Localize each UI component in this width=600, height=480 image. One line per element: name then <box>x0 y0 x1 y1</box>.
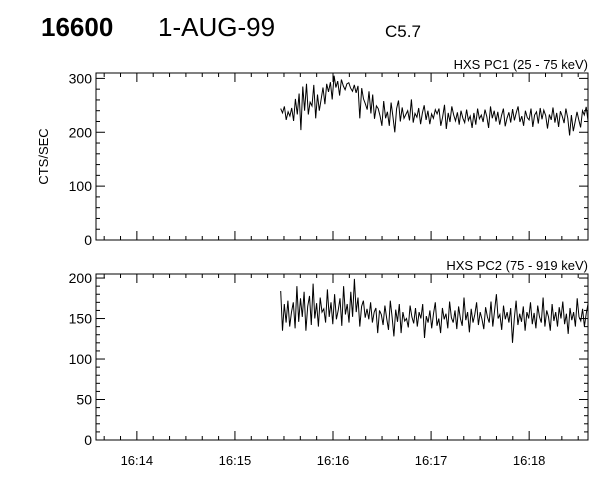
y-axis-label: CTS/SEC <box>36 128 51 184</box>
pc1-series-line <box>280 75 589 136</box>
pc2-frame <box>95 273 589 441</box>
pc1-frame <box>95 72 589 241</box>
y-tick-label: 100 <box>69 351 93 367</box>
y-tick-label: 0 <box>84 232 92 248</box>
event-id: 16600 <box>41 12 114 42</box>
x-tick-label: 16:18 <box>513 453 546 468</box>
pc2-series-line <box>280 278 589 343</box>
y-tick-label: 0 <box>84 432 92 448</box>
event-date: 1-AUG-99 <box>158 12 276 42</box>
pc1-title: HXS PC1 (25 - 75 keV) <box>454 57 588 72</box>
y-tick-label: 200 <box>69 124 93 140</box>
flare-class: C5.7 <box>385 22 421 41</box>
x-tick-label: 16:17 <box>415 453 448 468</box>
y-tick-label: 200 <box>69 270 93 286</box>
y-tick-label: 100 <box>69 178 93 194</box>
y-tick-label: 150 <box>69 311 93 327</box>
x-tick-label: 16:14 <box>121 453 154 468</box>
y-tick-label: 300 <box>69 70 93 86</box>
x-tick-label: 16:16 <box>317 453 350 468</box>
pc1-panel: 0 100 200 300 HXS PC1 (25 - 75 keV) CTS/SEC <box>36 57 589 248</box>
x-tick-label: 16:15 <box>219 453 252 468</box>
pc2-title: HXS PC2 (75 - 919 keV) <box>446 258 588 273</box>
pc2-panel: 16:14 16:15 16:16 16:17 16:18 0 50 100 150 200 HXS… <box>69 258 589 468</box>
y-tick-label: 50 <box>76 392 92 408</box>
